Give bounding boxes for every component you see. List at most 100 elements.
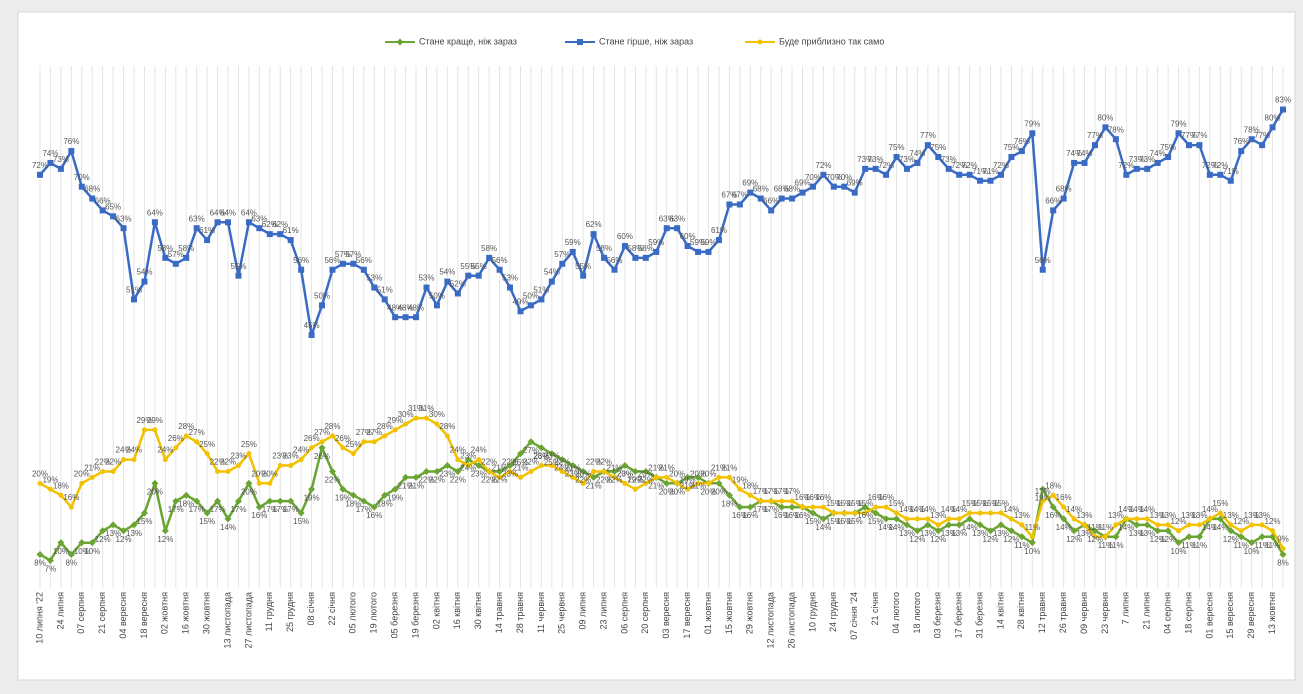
data-label: 55% xyxy=(460,262,476,271)
data-point xyxy=(1175,130,1182,137)
data-label: 17% xyxy=(356,505,372,514)
data-label: 67% xyxy=(732,191,748,200)
data-point xyxy=(1102,124,1109,131)
data-point xyxy=(1216,515,1224,523)
data-label: 22% xyxy=(638,476,654,485)
data-point xyxy=(465,463,471,469)
data-point xyxy=(183,254,190,261)
data-point xyxy=(1217,171,1224,178)
data-point xyxy=(100,468,106,474)
data-point xyxy=(215,468,221,474)
data-point xyxy=(516,450,524,458)
data-label: 48% xyxy=(408,303,424,312)
data-label: 17% xyxy=(262,505,278,514)
data-label: 14% xyxy=(1066,505,1082,514)
data-label: 29% xyxy=(136,416,152,425)
data-point xyxy=(1123,516,1129,522)
legend-marker xyxy=(577,39,583,45)
data-label: 57% xyxy=(168,250,184,259)
data-label: 14% xyxy=(1056,523,1072,532)
data-label: 13% xyxy=(1014,511,1030,520)
data-label: 17% xyxy=(774,487,790,496)
data-label: 12% xyxy=(1150,535,1166,544)
data-point xyxy=(506,462,514,470)
data-point xyxy=(110,213,117,220)
data-point xyxy=(37,480,43,486)
data-point xyxy=(579,467,587,475)
data-label: 22% xyxy=(429,476,445,485)
data-label: 67% xyxy=(721,191,737,200)
x-tick-label: 10 грудня xyxy=(807,592,817,632)
x-tick-label: 17 вересня xyxy=(682,592,692,639)
data-point xyxy=(653,248,660,255)
data-point xyxy=(747,492,753,498)
data-label: 74% xyxy=(1066,149,1082,158)
data-point xyxy=(883,504,889,510)
x-tick-label: 11 грудня xyxy=(264,592,274,631)
data-point xyxy=(1185,533,1193,541)
data-point xyxy=(653,474,659,480)
data-point xyxy=(800,504,806,510)
data-label: 20% xyxy=(669,469,685,478)
data-point xyxy=(308,485,316,493)
data-point xyxy=(67,551,75,559)
data-label: 53% xyxy=(418,274,434,283)
data-label: 24% xyxy=(116,446,132,455)
data-label: 10% xyxy=(84,547,100,556)
data-point xyxy=(1091,527,1099,535)
data-point xyxy=(1040,498,1046,504)
data-point xyxy=(298,266,305,273)
data-point xyxy=(809,509,817,517)
data-label: 23% xyxy=(272,452,288,461)
data-point xyxy=(57,165,64,172)
data-label: 14% xyxy=(909,505,925,514)
data-label: 13% xyxy=(1254,511,1270,520)
data-label: 71% xyxy=(1223,167,1239,176)
data-point xyxy=(663,479,671,487)
data-label: 15% xyxy=(805,517,821,526)
data-label: 19% xyxy=(42,475,58,484)
data-label: 26% xyxy=(168,434,184,443)
data-label: 12% xyxy=(1003,535,1019,544)
x-tick-label: 30 квітня xyxy=(473,592,483,629)
data-label: 63% xyxy=(659,214,675,223)
data-label: 72% xyxy=(993,161,1009,170)
data-point xyxy=(643,480,649,486)
data-point xyxy=(1144,165,1151,172)
data-label: 63% xyxy=(669,214,685,223)
data-point xyxy=(172,497,180,505)
data-label: 16% xyxy=(795,511,811,520)
data-point xyxy=(162,254,169,261)
data-label: 73% xyxy=(868,155,884,164)
data-point xyxy=(914,159,921,166)
data-label: 25% xyxy=(345,440,361,449)
data-label: 17% xyxy=(753,487,769,496)
data-point xyxy=(819,515,827,523)
data-point xyxy=(1143,521,1151,529)
x-tick-label: 06 серпня xyxy=(619,592,629,634)
data-label: 15% xyxy=(826,499,842,508)
data-label: 14% xyxy=(899,505,915,514)
data-point xyxy=(1165,154,1172,160)
data-point xyxy=(266,231,273,238)
data-point xyxy=(131,457,137,463)
x-tick-label: 04 лютого xyxy=(891,592,901,633)
data-point xyxy=(527,302,534,309)
data-point xyxy=(361,439,367,445)
x-tick-label: 12 листопада xyxy=(766,592,776,648)
data-point xyxy=(685,486,691,492)
data-label: 22% xyxy=(324,476,340,485)
x-tick-label: 24 липня xyxy=(55,592,65,630)
data-point xyxy=(548,278,555,285)
data-label: 21% xyxy=(721,464,737,473)
data-label: 20% xyxy=(700,469,716,478)
x-tick-label: 02 квітня xyxy=(431,592,441,629)
data-label: 12% xyxy=(909,535,925,544)
data-label: 15% xyxy=(836,499,852,508)
data-point xyxy=(737,486,743,492)
x-tick-label: 07 січня '24 xyxy=(849,592,859,640)
data-point xyxy=(381,296,388,303)
data-label: 19% xyxy=(335,493,351,502)
data-point xyxy=(1133,165,1140,172)
data-label: 22% xyxy=(554,458,570,467)
